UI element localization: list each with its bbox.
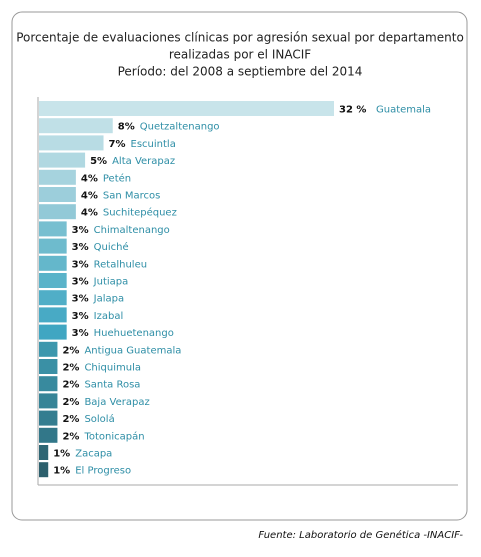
category-label: Chimaltenango (94, 225, 170, 236)
category-label: Jalapa (93, 294, 124, 305)
value-label: 4% (81, 191, 98, 202)
value-label: 8% (118, 122, 135, 133)
category-label: Retalhuleu (94, 259, 147, 270)
bar (39, 135, 104, 151)
value-label: 3% (72, 311, 89, 322)
bar (39, 427, 58, 443)
value-label: 3% (72, 294, 89, 305)
frame (11, 11, 468, 521)
category-label: Suchitepéquez (103, 207, 177, 219)
value-label: 3% (72, 242, 89, 253)
value-label: 1% (53, 466, 70, 477)
category-label: San Marcos (103, 191, 160, 202)
bar (39, 410, 58, 426)
value-label: 2% (62, 397, 79, 408)
category-label: El Progreso (75, 466, 131, 477)
bar (39, 307, 67, 323)
value-label: 2% (62, 363, 79, 374)
bar (39, 393, 58, 409)
value-label: 3% (72, 225, 89, 236)
category-label: Jutiapa (93, 277, 129, 288)
bar (39, 445, 49, 460)
value-label: 3% (72, 259, 89, 270)
value-label: 3% (72, 277, 89, 288)
bar (39, 341, 58, 357)
bar (39, 238, 67, 254)
category-label: Petén (103, 172, 131, 184)
category-label: Zacapa (75, 449, 112, 460)
bar (39, 290, 67, 306)
bar (39, 204, 76, 220)
category-label: Baja Verapaz (84, 397, 149, 408)
category-label: Sololá (84, 413, 114, 425)
chart-title: Porcentaje de evaluaciones clínicas por … (16, 31, 464, 45)
bar (39, 118, 113, 134)
chart-title: realizadas por el INACIF (169, 48, 311, 62)
value-label: 1% (53, 449, 70, 460)
bar (39, 273, 67, 288)
category-label: Chiquimula (84, 363, 141, 374)
chart-title: Período: del 2008 a septiembre del 2014 (118, 65, 363, 79)
bar (39, 101, 334, 116)
bar (39, 462, 49, 478)
bar (39, 324, 67, 340)
value-label: 32 % (339, 105, 366, 116)
value-label: 2% (62, 414, 79, 425)
category-label: Santa Rosa (84, 380, 140, 391)
category-label: Alta Verapaz (112, 156, 175, 167)
bar (39, 359, 58, 374)
bar (39, 187, 76, 202)
bar (39, 255, 67, 271)
category-label: Escuintla (131, 139, 176, 150)
value-label: 3% (72, 328, 89, 339)
category-label: Totonicapán (83, 430, 144, 442)
value-label: 2% (62, 431, 79, 442)
value-label: 2% (62, 380, 79, 391)
category-label: Izabal (94, 311, 124, 322)
category-label: Huehuetenango (94, 328, 174, 339)
value-label: 4% (81, 208, 98, 219)
bar (39, 152, 86, 168)
category-label: Antigua Guatemala (84, 345, 181, 356)
value-label: 5% (90, 156, 107, 167)
bar (39, 376, 58, 392)
value-label: 4% (81, 173, 98, 184)
category-label: Quetzaltenango (140, 122, 220, 133)
category-label: Quiché (94, 241, 129, 253)
bar (39, 221, 67, 237)
source: Fuente: Laboratorio de Genética -INACIF- (258, 529, 463, 541)
value-label: 2% (62, 345, 79, 356)
value-label: 7% (109, 139, 126, 150)
category-label: Guatemala (376, 105, 431, 116)
bar (39, 169, 76, 185)
